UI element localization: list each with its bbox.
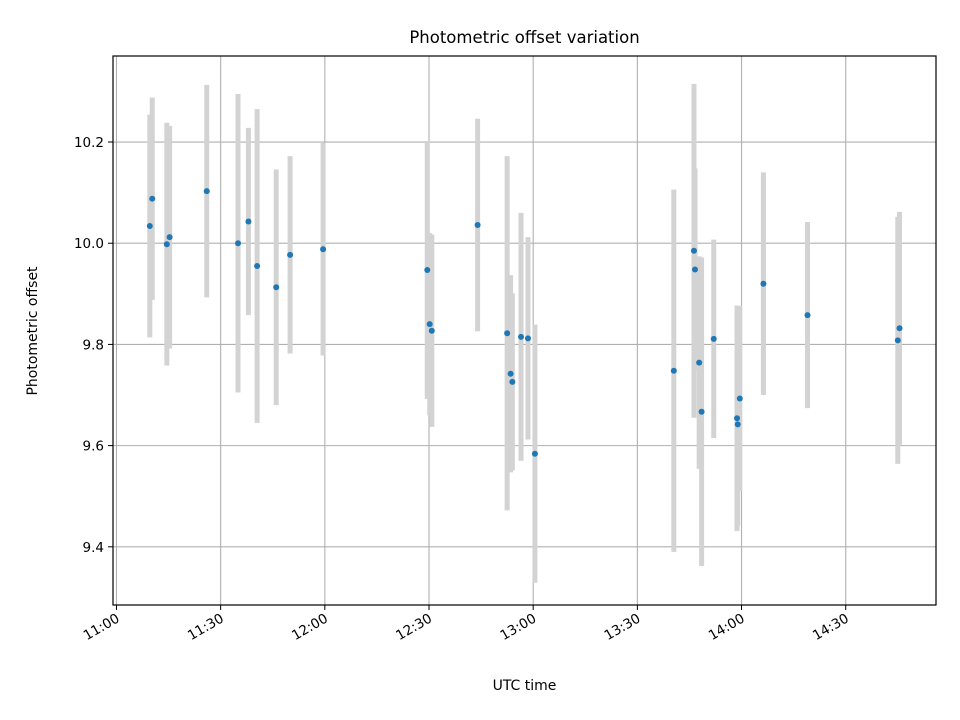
data-point (710, 335, 717, 342)
y-tick-label: 10.2 (74, 135, 104, 151)
chart-title: Photometric offset variation (409, 28, 639, 47)
data-point (760, 280, 767, 287)
data-point (531, 450, 538, 457)
y-axis-ticks: 9.4 9.6 9.8 10.0 10.2 (74, 135, 113, 556)
data-point (894, 337, 901, 344)
data-point (426, 321, 433, 328)
data-point (518, 333, 525, 340)
data-point (163, 241, 170, 248)
y-axis-label: Photometric offset (25, 266, 41, 396)
data-point (736, 395, 743, 402)
data-point (507, 370, 514, 377)
data-point (896, 325, 903, 332)
data-point (474, 222, 481, 229)
data-point (696, 359, 703, 366)
plot-frame (112, 55, 937, 606)
data-point (504, 330, 511, 337)
data-point (690, 247, 697, 254)
data-point (287, 251, 294, 258)
y-tick-label: 9.8 (83, 337, 104, 353)
data-point (203, 188, 210, 195)
data-point (254, 262, 261, 269)
data-point (734, 421, 741, 428)
data-point (245, 218, 252, 225)
data-point (698, 408, 705, 415)
data-point (166, 234, 173, 241)
y-tick-label: 9.4 (83, 540, 104, 556)
data-point (149, 195, 156, 202)
y-tick-label: 9.6 (83, 439, 104, 455)
data-point (235, 240, 242, 247)
data-point (734, 415, 741, 422)
data-point (692, 266, 699, 273)
data-point (428, 327, 435, 334)
data-point (509, 378, 516, 385)
y-tick-label: 10.0 (74, 236, 104, 252)
data-point (320, 246, 327, 253)
data-point (146, 223, 153, 230)
data-points (146, 188, 903, 457)
x-axis-label: UTC time (493, 678, 557, 694)
data-point (804, 312, 811, 319)
data-point (424, 267, 431, 274)
data-point (670, 367, 677, 374)
data-point (273, 284, 280, 291)
data-point (524, 335, 531, 342)
